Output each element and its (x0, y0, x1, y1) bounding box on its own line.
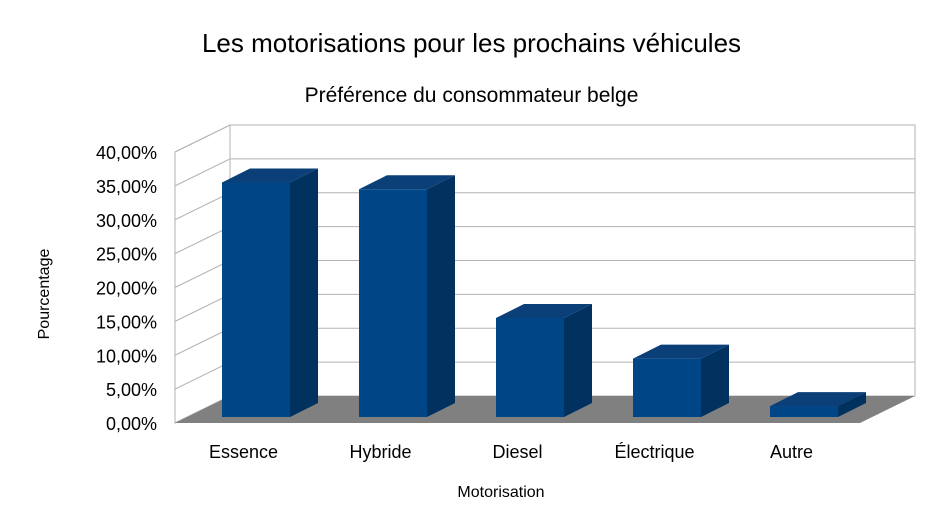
chart-title: Les motorisations pour les prochains véh… (201, 28, 742, 58)
bar-front (359, 189, 427, 417)
y-tick-label: 5,00% (106, 380, 157, 400)
bar-top (770, 392, 866, 407)
y-axis-tick-labels: 0,00% 5,00% 10,00% 15,00% 20,00% 25,00% 30,00%… (96, 143, 157, 434)
x-tick-label: Électrique (614, 442, 694, 462)
bar-top (633, 344, 729, 359)
bar-front (770, 406, 838, 417)
bar-side (290, 168, 318, 417)
bar-front (222, 182, 290, 417)
chart-subtitle: Préférence du consommateur belge (304, 84, 639, 107)
bar-side (564, 303, 592, 417)
bar (633, 344, 729, 417)
x-tick-label: Hybride (349, 442, 411, 462)
y-tick-label: 10,00% (96, 346, 157, 366)
bar-side (427, 175, 455, 417)
y-tick-label: 20,00% (96, 279, 157, 299)
bar (222, 168, 318, 417)
y-axis-label: Pourcentage (36, 249, 53, 340)
x-tick-label: Autre (770, 442, 813, 462)
x-tick-label: Essence (209, 442, 278, 462)
y-tick-label: 35,00% (96, 177, 157, 197)
y-tick-label: 25,00% (96, 245, 157, 265)
x-axis-tick-labels: Essence Hybride Diesel Électrique Autre (209, 442, 813, 462)
gridline (174, 124, 915, 153)
bar-top (359, 175, 455, 190)
bar-front (496, 317, 564, 417)
bar-top (222, 168, 318, 183)
bar (359, 175, 455, 417)
bar-side (838, 392, 866, 417)
x-tick-label: Diesel (492, 442, 542, 462)
bar-front (633, 358, 701, 417)
bars (222, 168, 866, 417)
bar-side (701, 344, 729, 417)
y-tick-label: 40,00% (96, 143, 157, 163)
x-axis-label: Motorisation (457, 484, 544, 501)
y-tick-label: 30,00% (96, 211, 157, 231)
bar (770, 392, 866, 417)
y-tick-label: 15,00% (96, 312, 157, 332)
gridline (174, 158, 915, 187)
bar-top (496, 303, 592, 318)
y-tick-label: 0,00% (106, 414, 157, 434)
bar (496, 303, 592, 417)
